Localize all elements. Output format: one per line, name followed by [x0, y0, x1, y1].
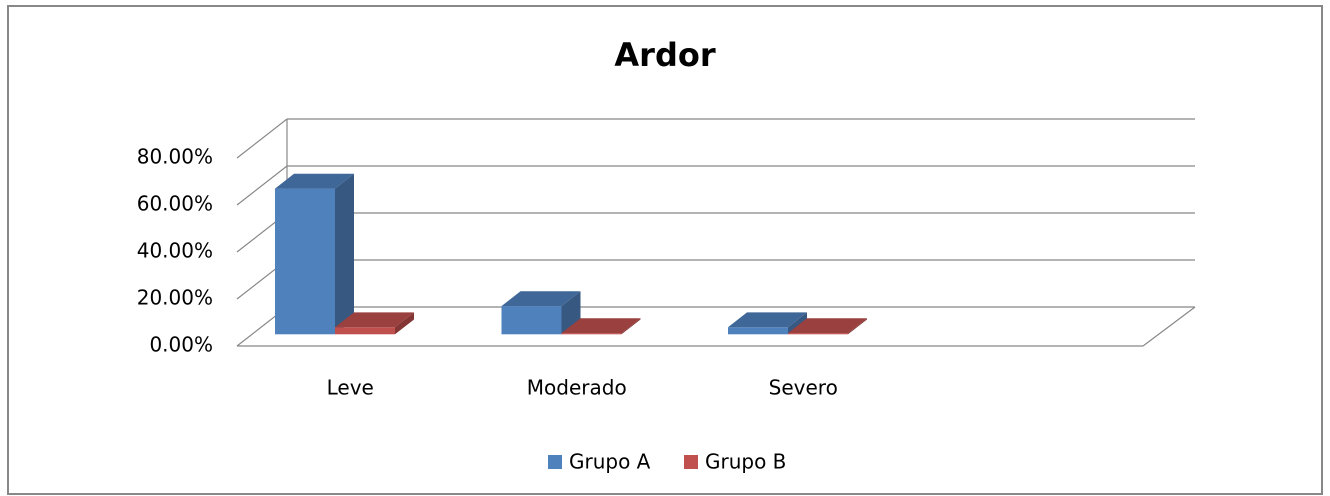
bar-top [335, 312, 414, 328]
bar-top [728, 312, 807, 328]
floor-side [1142, 306, 1196, 347]
grid-line [236, 165, 288, 206]
bar-top [788, 318, 867, 334]
legend-swatch [548, 455, 562, 469]
legend-swatch [684, 455, 698, 469]
bar-side [788, 312, 807, 335]
x-tick-label: Moderado [527, 376, 627, 400]
bar-side [848, 318, 867, 335]
legend-label: Grupo B [705, 450, 786, 474]
bar-top [561, 318, 641, 334]
chart-title: Ardor [614, 36, 715, 74]
bar-top [501, 291, 581, 307]
bar-side [561, 291, 581, 335]
legend-label: Grupo A [569, 450, 651, 474]
bar [335, 327, 395, 335]
y-tick-label: 80.00% [137, 145, 213, 169]
y-tick-label: 60.00% [137, 192, 213, 216]
bar [561, 333, 622, 335]
bar-top [275, 173, 354, 189]
bar [501, 306, 562, 335]
bar [728, 327, 788, 335]
bar-side [335, 173, 354, 335]
y-tick-label: 40.00% [137, 239, 213, 263]
bar-side [395, 312, 414, 335]
bar-side [621, 318, 641, 335]
x-tick-label: Severo [769, 376, 838, 400]
bar [275, 188, 335, 335]
y-tick-label: 0.00% [149, 333, 213, 357]
grid-line [236, 118, 288, 159]
y-tick-label: 20.00% [137, 286, 213, 310]
chart-border [7, 5, 1323, 495]
x-tick-label: Leve [327, 376, 374, 400]
bar [788, 333, 848, 335]
